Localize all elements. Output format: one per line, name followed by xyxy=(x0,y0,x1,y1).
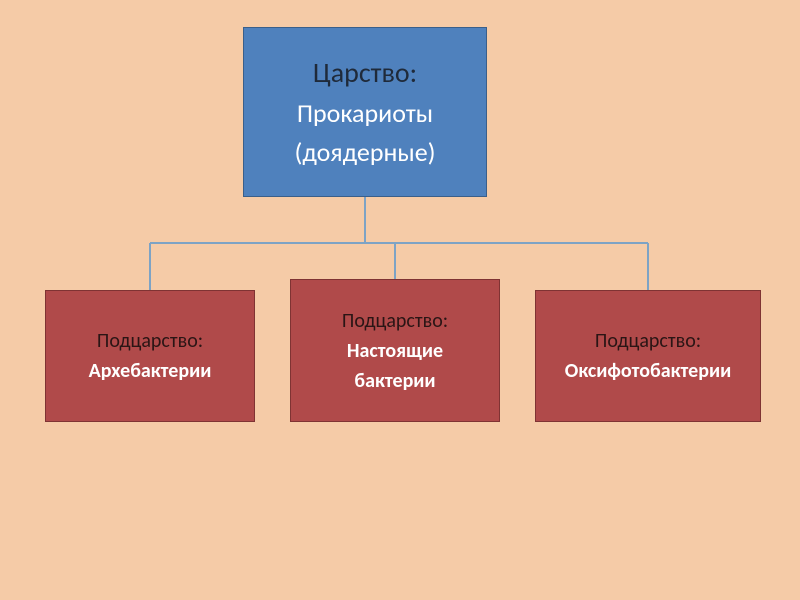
child-node-eubacteria: Подцарство: Настоящие бактерии xyxy=(290,279,500,422)
child-node-archaebacteria: Подцарство: Архебактерии xyxy=(45,290,255,422)
root-name-2: (доядерные) xyxy=(294,133,435,172)
child-title: Подцарство: xyxy=(595,326,701,356)
root-node-kingdom: Царство: Прокариоты (доядерные) xyxy=(243,27,487,197)
child-title: Подцарство: xyxy=(97,326,203,356)
child-name: Оксифотобактерии xyxy=(565,356,731,386)
child-title: Подцарство: xyxy=(342,306,448,336)
child-name: Архебактерии xyxy=(89,356,212,386)
root-title: Царство: xyxy=(313,52,417,94)
root-name-1: Прокариоты xyxy=(297,94,433,133)
child-node-oxyphotobacteria: Подцарство: Оксифотобактерии xyxy=(535,290,761,422)
child-name-1: Настоящие xyxy=(347,336,443,366)
child-name-2: бактерии xyxy=(354,366,435,396)
